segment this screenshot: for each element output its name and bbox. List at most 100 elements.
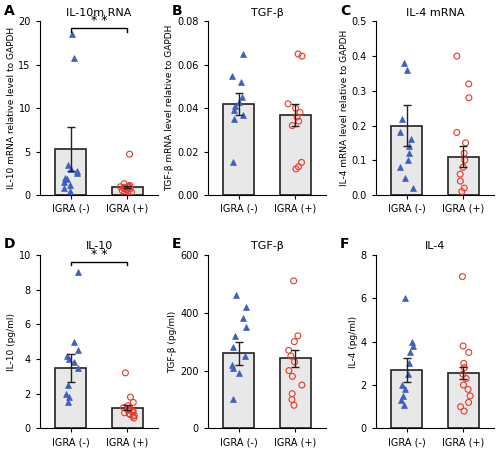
Point bbox=[284, 100, 292, 107]
Text: B: B bbox=[172, 4, 182, 18]
Title: IL-10: IL-10 bbox=[86, 241, 112, 251]
Point bbox=[396, 129, 404, 136]
Point bbox=[460, 381, 468, 389]
Point bbox=[60, 184, 68, 192]
Point bbox=[453, 129, 461, 136]
Title: IL-4: IL-4 bbox=[425, 241, 446, 251]
Point bbox=[237, 78, 245, 86]
Point bbox=[396, 396, 404, 404]
Title: TGF-β: TGF-β bbox=[250, 241, 284, 251]
Point bbox=[126, 411, 134, 418]
Point bbox=[120, 185, 128, 192]
Point bbox=[405, 143, 413, 150]
Point bbox=[290, 358, 298, 366]
Point bbox=[294, 50, 302, 58]
Point bbox=[124, 183, 132, 190]
Point bbox=[288, 122, 296, 129]
Point bbox=[230, 116, 238, 123]
Point bbox=[462, 139, 469, 146]
Point bbox=[64, 161, 72, 168]
Point bbox=[124, 183, 132, 191]
Point bbox=[396, 164, 404, 171]
Point bbox=[116, 183, 124, 190]
Point bbox=[124, 406, 132, 413]
Point bbox=[288, 390, 296, 397]
Point bbox=[458, 188, 466, 195]
Point bbox=[460, 360, 468, 367]
Point bbox=[129, 413, 137, 420]
Point bbox=[70, 338, 78, 345]
Y-axis label: IL-10 (pg/ml): IL-10 (pg/ml) bbox=[6, 313, 16, 371]
Point bbox=[458, 273, 466, 280]
Point bbox=[292, 105, 300, 112]
Point bbox=[464, 386, 472, 393]
Point bbox=[130, 414, 138, 422]
Point bbox=[464, 399, 472, 406]
Point bbox=[292, 165, 300, 173]
Point bbox=[462, 375, 470, 382]
Point bbox=[408, 338, 416, 345]
Point bbox=[70, 54, 78, 62]
Point bbox=[128, 408, 136, 415]
Point bbox=[74, 347, 82, 354]
Point bbox=[129, 407, 137, 414]
Point bbox=[126, 410, 134, 417]
Point bbox=[67, 165, 75, 173]
Point bbox=[459, 164, 467, 171]
Point bbox=[290, 277, 298, 284]
Point bbox=[239, 50, 247, 58]
Bar bbox=[392, 370, 422, 429]
Point bbox=[122, 184, 130, 192]
Point bbox=[230, 107, 238, 114]
Point bbox=[120, 184, 128, 191]
Point bbox=[124, 188, 132, 195]
Bar bbox=[56, 368, 86, 429]
Point bbox=[453, 53, 461, 60]
Point bbox=[456, 178, 464, 185]
Y-axis label: IL-10 mRNA relative level to GAPDH: IL-10 mRNA relative level to GAPDH bbox=[6, 27, 16, 189]
Point bbox=[72, 167, 80, 174]
Point bbox=[74, 269, 82, 276]
Point bbox=[404, 67, 411, 74]
Point bbox=[74, 364, 82, 371]
Text: C: C bbox=[340, 4, 350, 18]
Point bbox=[284, 347, 292, 354]
Point bbox=[293, 113, 301, 120]
Text: F: F bbox=[340, 237, 349, 251]
Bar bbox=[280, 115, 311, 195]
Point bbox=[64, 381, 72, 389]
Point bbox=[298, 159, 306, 166]
Point bbox=[290, 338, 298, 345]
Point bbox=[407, 136, 415, 143]
Point bbox=[130, 412, 138, 419]
Point bbox=[60, 178, 68, 186]
Bar bbox=[224, 104, 254, 195]
Point bbox=[229, 396, 237, 403]
Point bbox=[294, 332, 302, 339]
Point bbox=[400, 59, 408, 67]
Point bbox=[118, 187, 126, 194]
Point bbox=[126, 185, 134, 193]
Point bbox=[400, 401, 407, 408]
Point bbox=[72, 170, 80, 177]
Point bbox=[242, 304, 250, 311]
Point bbox=[287, 352, 295, 360]
Point bbox=[294, 163, 302, 170]
Point bbox=[231, 102, 239, 110]
Point bbox=[120, 180, 128, 187]
Point bbox=[228, 361, 236, 368]
Point bbox=[128, 189, 136, 196]
Point bbox=[296, 109, 304, 116]
Bar bbox=[112, 408, 143, 429]
Text: E: E bbox=[172, 237, 182, 251]
Y-axis label: IL-4 (pg/ml): IL-4 (pg/ml) bbox=[348, 316, 358, 368]
Point bbox=[400, 392, 407, 400]
Point bbox=[460, 184, 468, 192]
Bar bbox=[56, 149, 86, 195]
Point bbox=[459, 342, 467, 350]
Point bbox=[228, 364, 236, 371]
Point bbox=[290, 402, 298, 409]
Point bbox=[126, 405, 134, 412]
Y-axis label: IL-4 mRNA level relative to GAPDH: IL-4 mRNA level relative to GAPDH bbox=[340, 30, 348, 186]
Text: * *: * * bbox=[91, 248, 108, 261]
